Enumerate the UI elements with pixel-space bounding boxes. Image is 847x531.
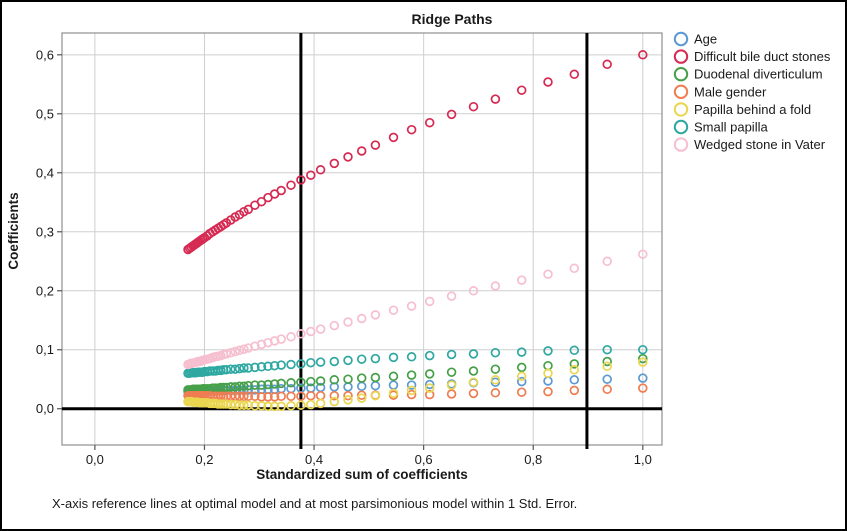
chart-title: Ridge Paths (412, 11, 493, 27)
legend-item: Papilla behind a fold (673, 102, 811, 117)
x-tick-label: 0,8 (524, 452, 542, 467)
legend-item-label: Age (694, 32, 717, 47)
legend-item: Difficult bile duct stones (673, 49, 831, 64)
series-papilla-behind-a-fold (183, 357, 648, 412)
y-tick-label: 0,4 (36, 165, 54, 180)
data-points (183, 50, 648, 412)
legend-item: Age (673, 31, 717, 47)
x-tick-label: 0,0 (86, 452, 104, 467)
legend-marker-icon (673, 84, 689, 100)
legend-marker-icon (673, 49, 689, 64)
footnote: X-axis reference lines at optimal model … (52, 496, 577, 511)
series-difficult-bile-duct-stones (183, 50, 648, 255)
x-axis-label: Standardized sum of coefficients (256, 467, 468, 482)
plot-area: 0,0 0,2 0,4 0,6 0,8 1,0 0,0 0,1 0,2 0,3 0,4 0,5 0,6 (36, 32, 663, 467)
legend-item-label: Wedged stone in Vater (694, 137, 826, 152)
axis-ticks: 0,0 0,2 0,4 0,6 0,8 1,0 0,0 0,1 0,2 0,3 0,4 0,5 0,6 (36, 47, 652, 467)
legend-item-label: Difficult bile duct stones (694, 49, 831, 64)
legend-item-label: Small papilla (694, 120, 768, 135)
x-reference-lines (299, 33, 589, 449)
plot-border (61, 32, 663, 446)
y-axis-label: Coefficients (6, 192, 21, 269)
legend-item: Male gender (673, 84, 767, 100)
y-tick-label: 0,0 (36, 401, 54, 416)
y-tick-label: 0,5 (36, 106, 54, 121)
series-wedged-stone-in-vater (183, 249, 648, 370)
legend-marker-icon (673, 102, 689, 117)
legend-marker-icon (673, 137, 689, 152)
legend-marker-icon (673, 31, 689, 47)
y-tick-label: 0,1 (36, 342, 54, 357)
y-tick-label: 0,6 (36, 47, 54, 62)
x-tick-label: 0,2 (195, 452, 213, 467)
legend-item: Wedged stone in Vater (673, 137, 826, 152)
legend-item-label: Papilla behind a fold (694, 102, 811, 117)
legend: Age Difficult bile duct stones Duodenal di… (673, 31, 831, 152)
y-tick-label: 0,3 (36, 224, 54, 239)
gridlines (62, 33, 662, 445)
x-tick-label: 0,4 (305, 452, 323, 467)
legend-item: Small papilla (673, 119, 768, 135)
series-small-papilla (183, 344, 648, 379)
legend-item-label: Male gender (694, 84, 767, 99)
x-tick-label: 1,0 (634, 452, 652, 467)
legend-marker-icon (673, 119, 689, 135)
y-tick-label: 0,2 (36, 283, 54, 298)
legend-marker-icon (673, 67, 689, 82)
legend-item: Duodenal diverticulum (673, 67, 823, 82)
legend-item-label: Duodenal diverticulum (694, 67, 823, 82)
x-tick-label: 0,6 (415, 452, 433, 467)
